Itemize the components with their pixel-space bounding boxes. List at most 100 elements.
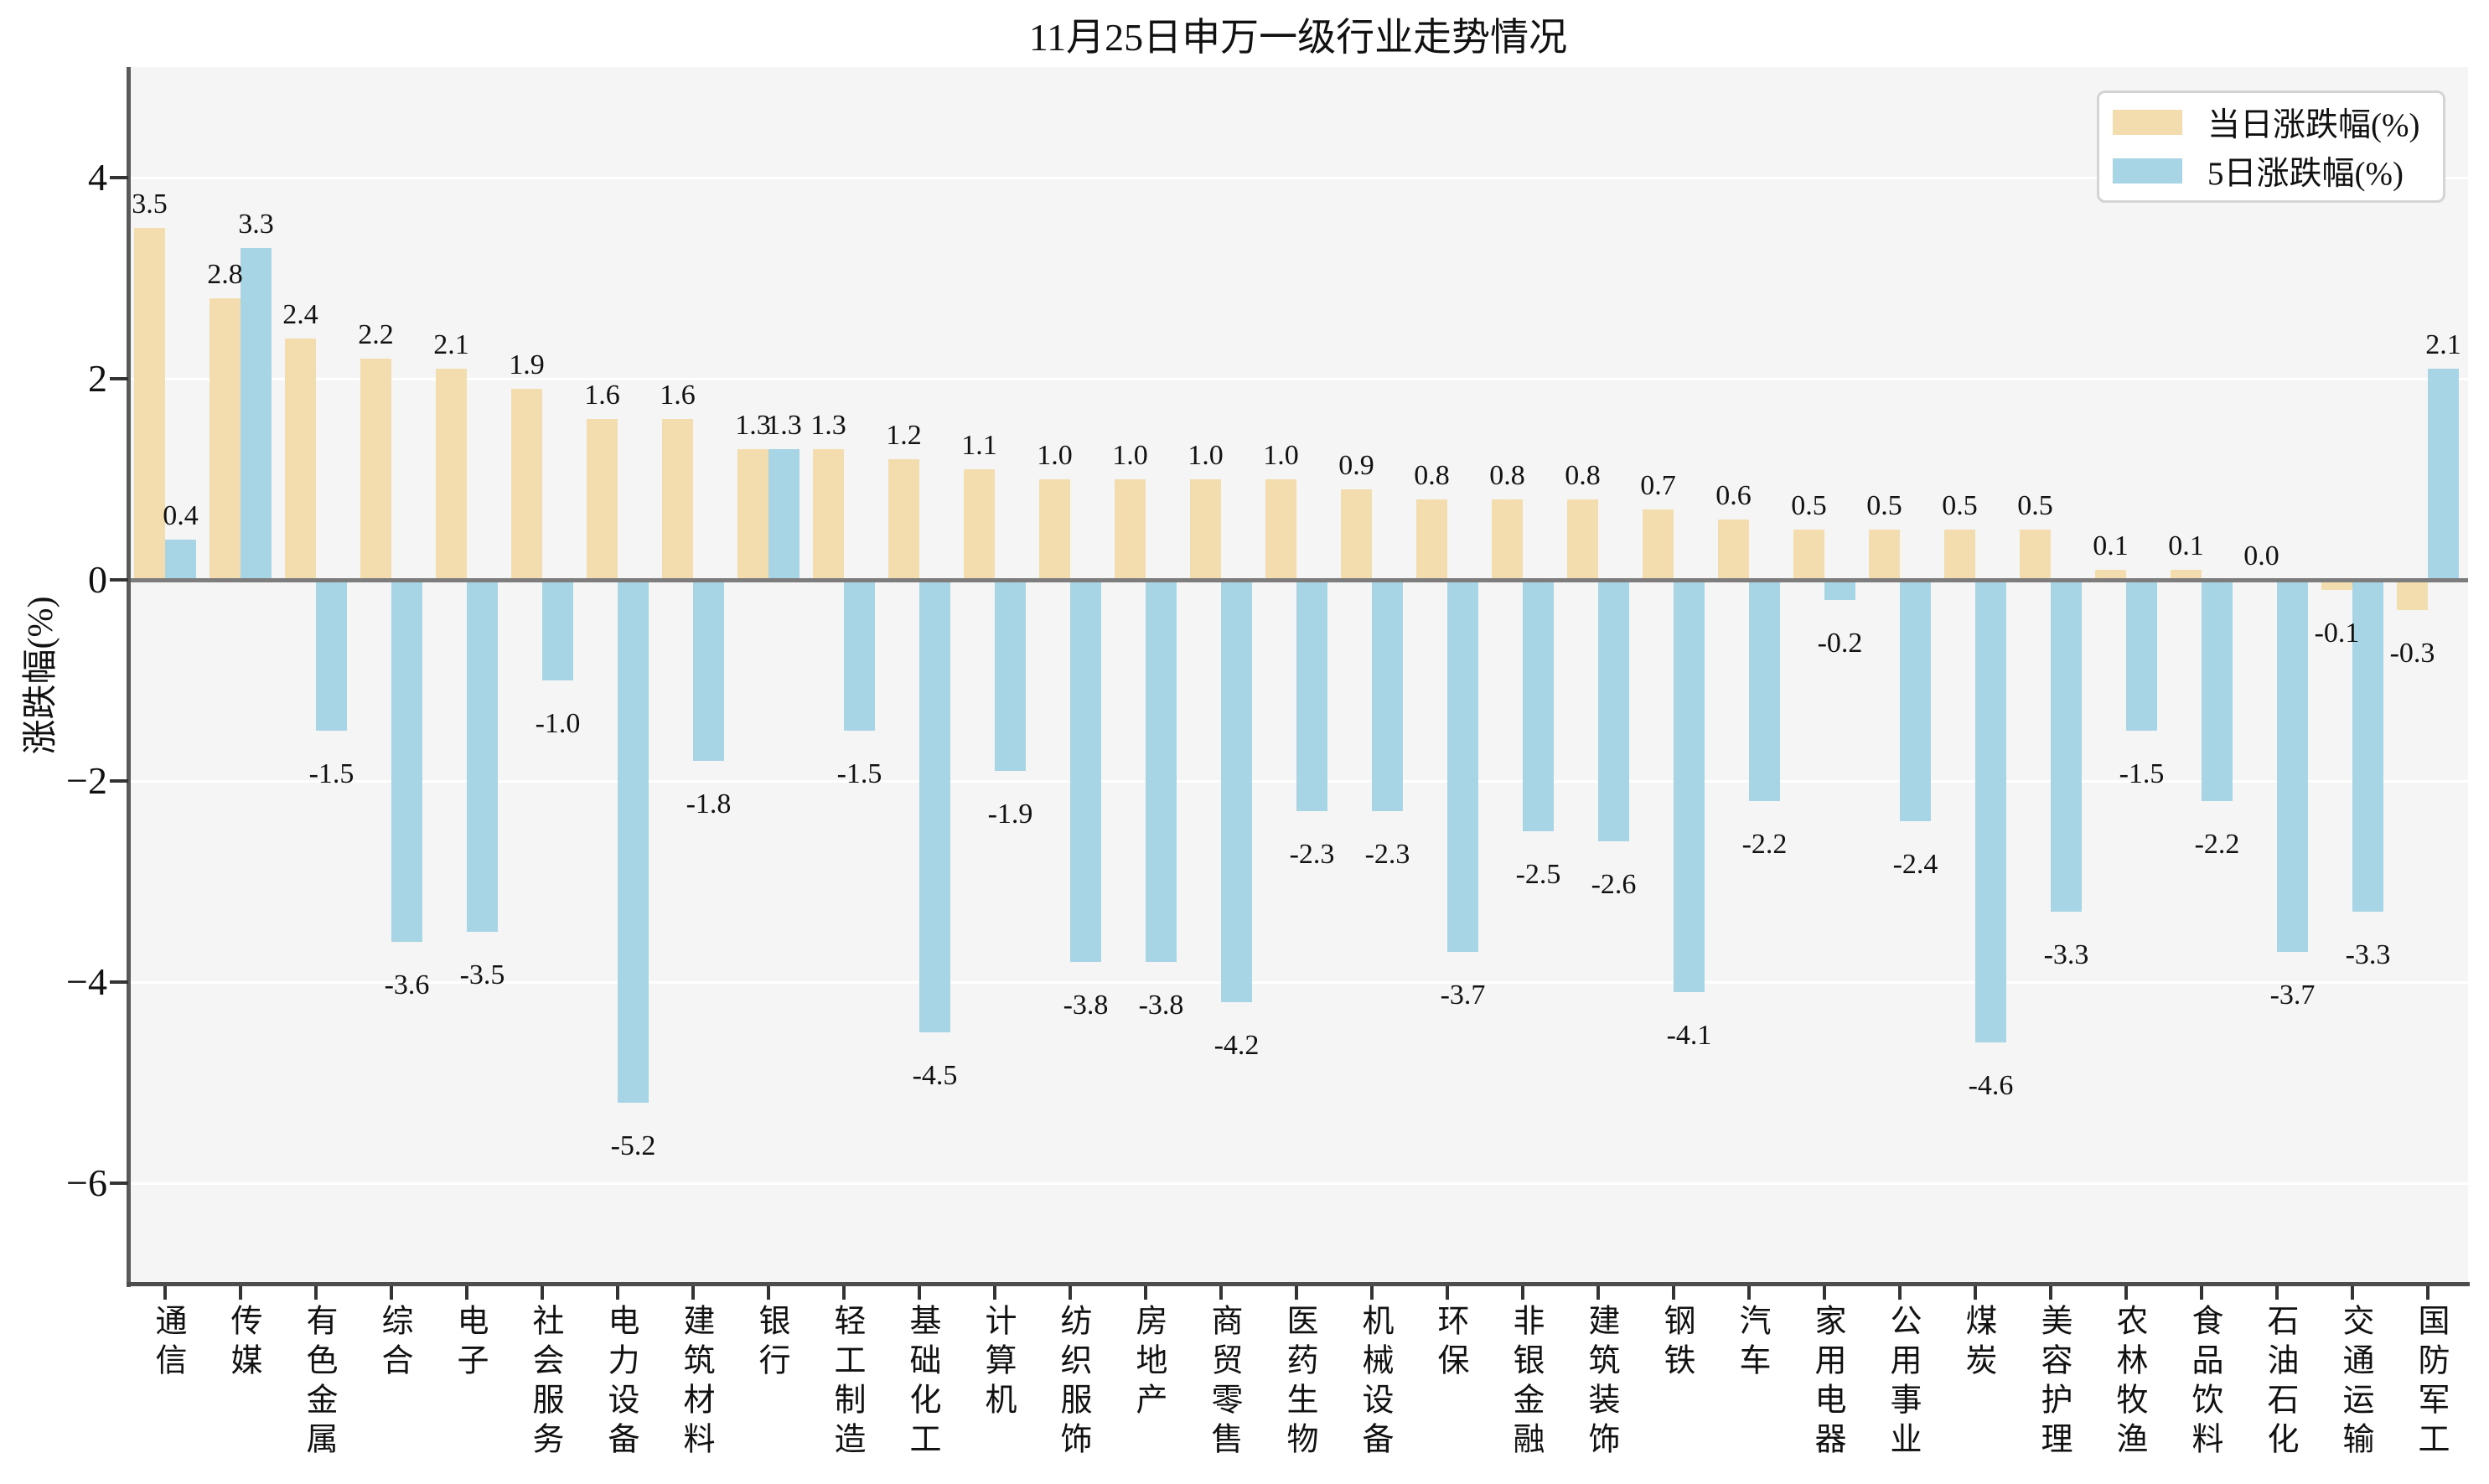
value-label: -4.6 (1968, 1070, 2014, 1101)
x-tick-label: 纺织服饰 (1055, 1304, 1090, 1461)
x-tick (465, 1286, 468, 1300)
value-label: 1.0 (1112, 440, 1148, 471)
value-label: -1.8 (686, 789, 732, 820)
value-label: 0.0 (2243, 540, 2279, 571)
value-label: 0.1 (2168, 530, 2204, 561)
x-tick (314, 1286, 318, 1300)
value-label: 1.3 (735, 410, 771, 441)
x-tick-label: 环保 (1432, 1304, 1467, 1383)
x-tick (1672, 1286, 1675, 1300)
value-label: 0.6 (1715, 480, 1752, 511)
legend-swatch-5day (2113, 158, 2182, 184)
bar-5day (2051, 580, 2082, 912)
value-label: 0.8 (1414, 460, 1450, 491)
bar-daily (1190, 479, 1221, 580)
x-tick (1974, 1286, 1977, 1300)
bar-daily (210, 298, 241, 580)
bar-daily (511, 389, 542, 580)
x-tick-label: 机械设备 (1357, 1304, 1392, 1461)
value-label: -4.1 (1666, 1020, 1712, 1051)
x-tick (1144, 1286, 1147, 1300)
x-tick (1596, 1286, 1600, 1300)
value-label: -2.3 (1289, 839, 1335, 870)
gridline (128, 1182, 2468, 1185)
bar-daily (1718, 520, 1749, 580)
bar-5day (1296, 580, 1327, 811)
bar-daily (737, 449, 768, 580)
y-axis-spine (127, 67, 131, 1287)
bar-5day (1447, 580, 1478, 952)
value-label: 2.1 (2425, 329, 2461, 360)
chart-title: 11月25日申万一级行业走势情况 (1028, 16, 1568, 59)
value-label: -2.6 (1591, 869, 1637, 900)
x-tick (2426, 1286, 2429, 1300)
bar-daily (2020, 530, 2051, 580)
bar-daily (1492, 499, 1523, 580)
bar-5day (316, 580, 347, 731)
bar-5day (2428, 369, 2459, 580)
value-label: 1.9 (509, 349, 545, 380)
x-tick-label: 汽车 (1734, 1304, 1769, 1383)
bar-daily (2321, 580, 2352, 590)
value-label: -3.3 (2345, 939, 2391, 970)
x-tick (1521, 1286, 1524, 1300)
bar-daily (662, 419, 693, 580)
value-label: 2.2 (358, 319, 394, 350)
value-label: -3.5 (459, 959, 505, 990)
value-label: -2.2 (1741, 829, 1788, 860)
gridline (128, 378, 2468, 380)
x-tick-label: 基础化工 (904, 1304, 939, 1461)
zero-line (128, 578, 2468, 582)
value-label: -5.2 (610, 1130, 656, 1161)
x-tick-label: 有色金属 (301, 1304, 336, 1461)
value-label: 1.6 (660, 380, 696, 411)
bar-5day (391, 580, 422, 942)
value-label: -3.8 (1063, 990, 1109, 1021)
x-tick-label: 美容护理 (2036, 1304, 2071, 1461)
x-tick-label: 农林牧渔 (2111, 1304, 2146, 1461)
x-tick-label: 传媒 (225, 1304, 261, 1383)
gridline (128, 177, 2468, 179)
value-label: -1.9 (987, 799, 1033, 830)
value-label: 0.8 (1565, 460, 1601, 491)
x-tick-label: 建筑材料 (678, 1304, 713, 1461)
bar-daily (436, 369, 467, 580)
y-tick-label: −4 (66, 960, 107, 1003)
value-label: 1.1 (961, 430, 997, 461)
legend: 当日涨跌幅(%) 5日涨跌幅(%) (2097, 90, 2445, 203)
x-tick (1898, 1286, 1902, 1300)
bar-daily (1039, 479, 1070, 580)
x-tick-label: 医药生物 (1281, 1304, 1317, 1461)
value-label: -0.2 (1817, 628, 1863, 659)
bar-5day (542, 580, 573, 680)
x-tick (993, 1286, 996, 1300)
value-label: -3.8 (1138, 990, 1184, 1021)
bar-daily (964, 469, 995, 580)
bar-5day (768, 449, 799, 580)
x-tick (842, 1286, 846, 1300)
x-tick-label: 计算机 (980, 1304, 1015, 1422)
value-label: -1.5 (2119, 758, 2165, 789)
bar-5day (844, 580, 875, 731)
bar-daily (587, 419, 618, 580)
x-tick (1295, 1286, 1298, 1300)
x-tick-label: 家用电器 (1809, 1304, 1845, 1461)
value-label: -2.4 (1892, 849, 1938, 880)
x-tick (390, 1286, 393, 1300)
x-tick (691, 1286, 695, 1300)
value-label: 1.3 (766, 410, 802, 441)
x-tick-label: 钢铁 (1658, 1304, 1694, 1383)
x-tick (1069, 1286, 1072, 1300)
value-label: -3.7 (2269, 980, 2316, 1011)
x-tick (2200, 1286, 2203, 1300)
value-label: 0.5 (2017, 490, 2053, 521)
bar-daily (1567, 499, 1598, 580)
x-tick (1370, 1286, 1374, 1300)
value-label: 1.2 (886, 420, 922, 451)
value-label: 1.0 (1188, 440, 1224, 471)
x-tick-label: 国防军工 (2413, 1304, 2448, 1461)
plot-area: 3.5 2.8 2.4 2.2 2.1 1.9 1.6 1.6 1.3 1.3 1.2 1.1 1.0 1… (128, 67, 2468, 1284)
bar-5day (1372, 580, 1403, 811)
bar-daily (1869, 530, 1900, 580)
